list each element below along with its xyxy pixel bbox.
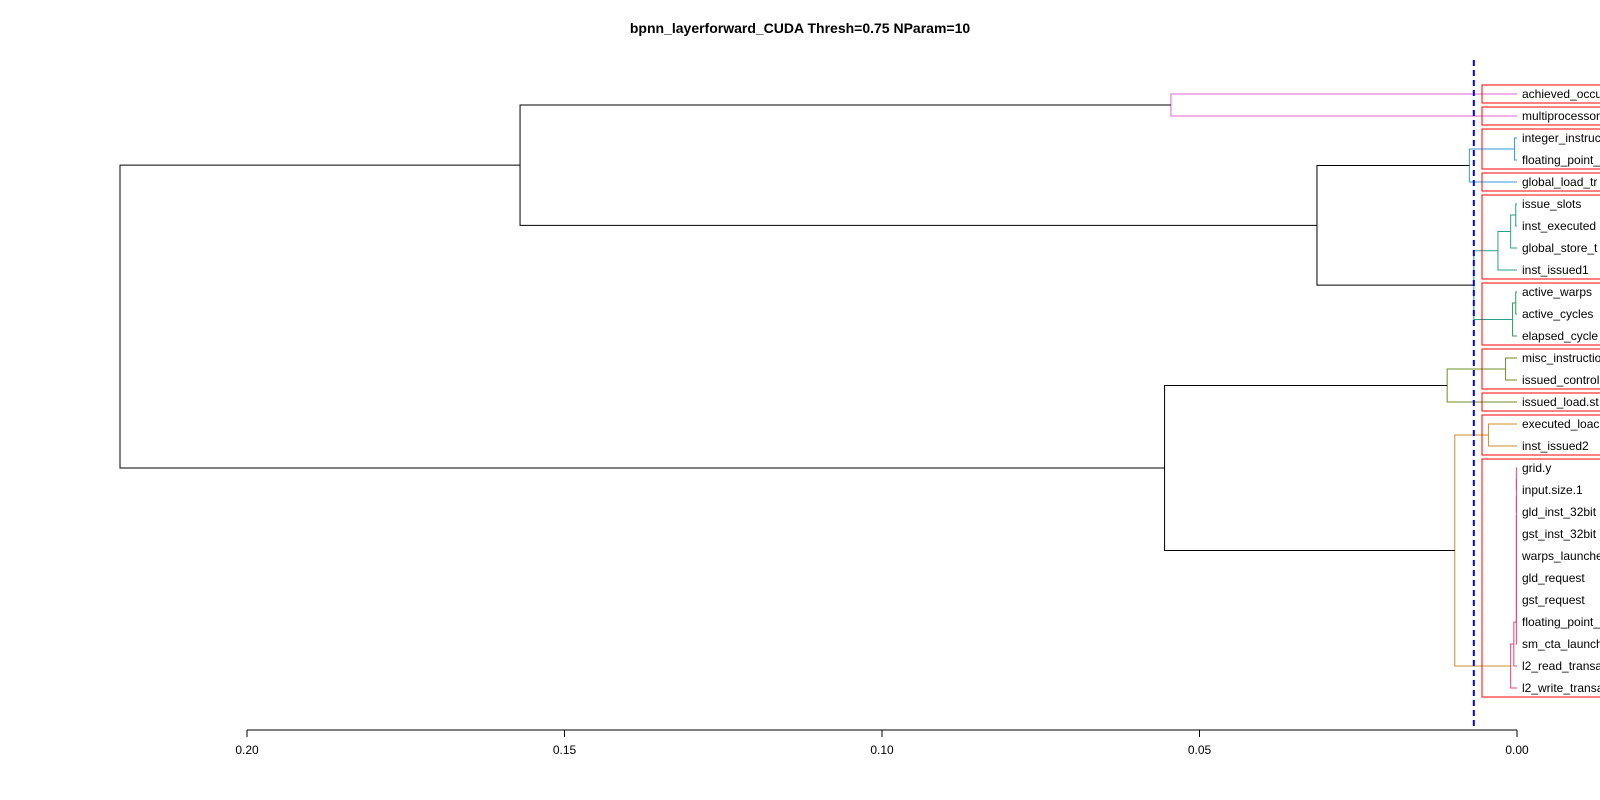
link-m26 bbox=[1164, 385, 1455, 552]
leaf-label: executed_loac bbox=[1522, 417, 1599, 431]
cluster-boxes bbox=[1481, 84, 1600, 698]
x-tick-label: 0.00 bbox=[1505, 743, 1529, 757]
leaf-label: gst_request bbox=[1522, 593, 1585, 607]
cluster-box-4 bbox=[1481, 172, 1600, 192]
link-m2 bbox=[1513, 137, 1517, 161]
leaf-label: multiprocessor bbox=[1522, 109, 1600, 123]
cluster-box-10 bbox=[1481, 458, 1600, 698]
leaf-label: issue_slots bbox=[1522, 197, 1581, 211]
cluster-box-3 bbox=[1481, 128, 1600, 170]
dendrogram-links bbox=[119, 93, 1517, 689]
x-tick-label: 0.10 bbox=[870, 743, 894, 757]
leaf-label: global_store_t bbox=[1522, 241, 1598, 255]
leaf-label: integer_instruc bbox=[1522, 131, 1600, 145]
leaf-label: gld_request bbox=[1522, 571, 1585, 585]
leaf-label: misc_instructio bbox=[1522, 351, 1600, 365]
link-m8 bbox=[1512, 302, 1517, 337]
leaf-label: input.size.1 bbox=[1522, 483, 1583, 497]
leaf-label: gld_inst_32bit bbox=[1522, 505, 1597, 519]
leaf-label: floating_point_ bbox=[1522, 153, 1600, 167]
leaf-label: l2_write_transa bbox=[1522, 681, 1600, 695]
link-m9 bbox=[1473, 250, 1513, 320]
x-tick-label: 0.15 bbox=[553, 743, 577, 757]
link-m10 bbox=[1316, 165, 1474, 286]
cluster-box-5 bbox=[1481, 194, 1600, 280]
leaf-label: gst_inst_32bit bbox=[1522, 527, 1597, 541]
link-m4 bbox=[1515, 203, 1517, 227]
link-m6 bbox=[1497, 231, 1517, 271]
link-m12 bbox=[1505, 357, 1517, 381]
cluster-box-6 bbox=[1481, 282, 1600, 346]
leaf-label: floating_point_ bbox=[1522, 615, 1600, 629]
leaf-label: warps_launche bbox=[1521, 549, 1600, 563]
cluster-box-2 bbox=[1481, 106, 1600, 126]
leaf-labels: achieved_occu multiprocessor integer_instr… bbox=[1521, 87, 1600, 695]
cluster-box-8 bbox=[1481, 392, 1600, 412]
leaf-label: global_load_tr bbox=[1522, 175, 1597, 189]
link-m3 bbox=[1468, 148, 1517, 183]
x-axis: 0.20 0.15 0.10 0.05 0.00 bbox=[235, 729, 1529, 757]
cluster-box-7 bbox=[1481, 348, 1600, 390]
leaf-label: inst_executed bbox=[1522, 219, 1596, 233]
leaf-label: sm_cta_launch bbox=[1522, 637, 1600, 651]
page-title: bpnn_layerforward_CUDA Thresh=0.75 NPara… bbox=[629, 20, 971, 36]
leaf-label: issued_control bbox=[1522, 373, 1599, 387]
link-m25 bbox=[1454, 434, 1511, 667]
leaf-label: l2_read_transa bbox=[1522, 659, 1600, 673]
link-m7 bbox=[1515, 291, 1517, 315]
leaf-label: inst_issued1 bbox=[1522, 263, 1589, 277]
cluster-box-9 bbox=[1481, 414, 1600, 456]
leaf-label: active_warps bbox=[1522, 285, 1592, 299]
leaf-label: active_cycles bbox=[1522, 307, 1593, 321]
link-m27 bbox=[119, 164, 1165, 469]
leaf-label: issued_load.st bbox=[1522, 395, 1599, 409]
leaf-label: achieved_occu bbox=[1522, 87, 1600, 101]
cluster-box-1 bbox=[1481, 84, 1600, 104]
leaf-label: elapsed_cycle bbox=[1522, 329, 1598, 343]
x-tick-label: 0.05 bbox=[1188, 743, 1212, 757]
leaf-label: grid.y bbox=[1522, 461, 1551, 475]
link-m22 bbox=[1515, 600, 1517, 645]
leaf-label: inst_issued2 bbox=[1522, 439, 1589, 453]
link-m14 bbox=[1487, 423, 1517, 447]
x-tick-label: 0.20 bbox=[235, 743, 259, 757]
link-m11 bbox=[519, 104, 1317, 226]
link-m1 bbox=[1170, 93, 1517, 117]
